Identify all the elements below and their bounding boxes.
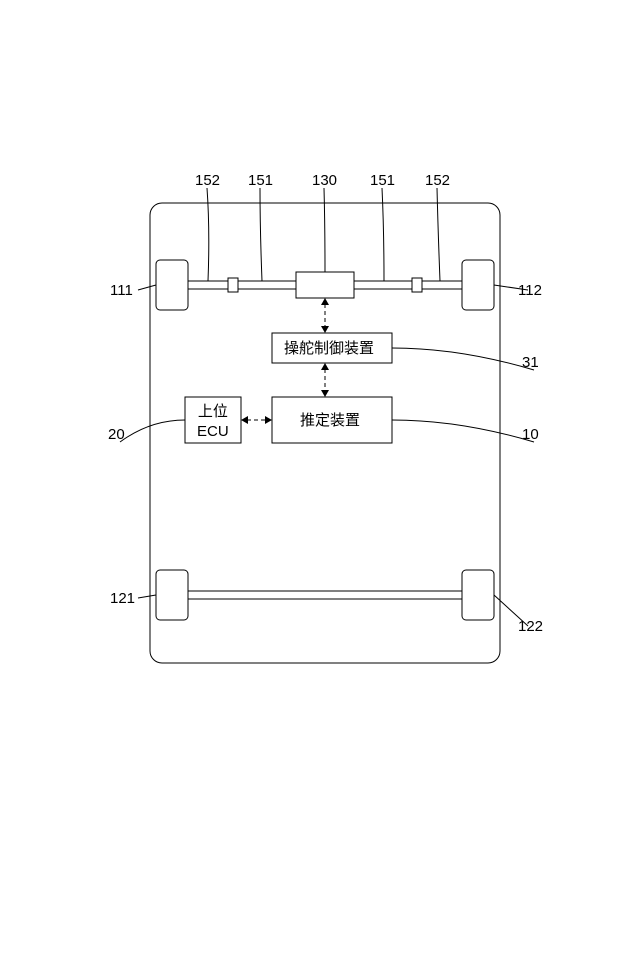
- ref-label-l20: 20: [108, 426, 125, 443]
- wheel-label-fl: 111: [110, 282, 133, 299]
- estimator-label: 推定装置: [300, 411, 360, 431]
- ref-label-l31: 31: [522, 354, 539, 371]
- vehicle-diagram: [0, 0, 640, 964]
- wheel-label-fr: 112: [518, 282, 542, 299]
- ref-label-l151R: 151: [370, 172, 395, 189]
- ref-label-l10: 10: [522, 426, 539, 443]
- wheel-label-rr: 122: [518, 618, 543, 635]
- upper-ecu-label: 上位ECU: [197, 402, 229, 441]
- steering-ctrl-label: 操舵制御装置: [284, 339, 374, 359]
- ref-label-l130: 130: [312, 172, 337, 189]
- ref-label-l152R: 152: [425, 172, 450, 189]
- wheel-label-rl: 121: [110, 590, 135, 607]
- ref-label-l152L: 152: [195, 172, 220, 189]
- ref-label-l151L: 151: [248, 172, 273, 189]
